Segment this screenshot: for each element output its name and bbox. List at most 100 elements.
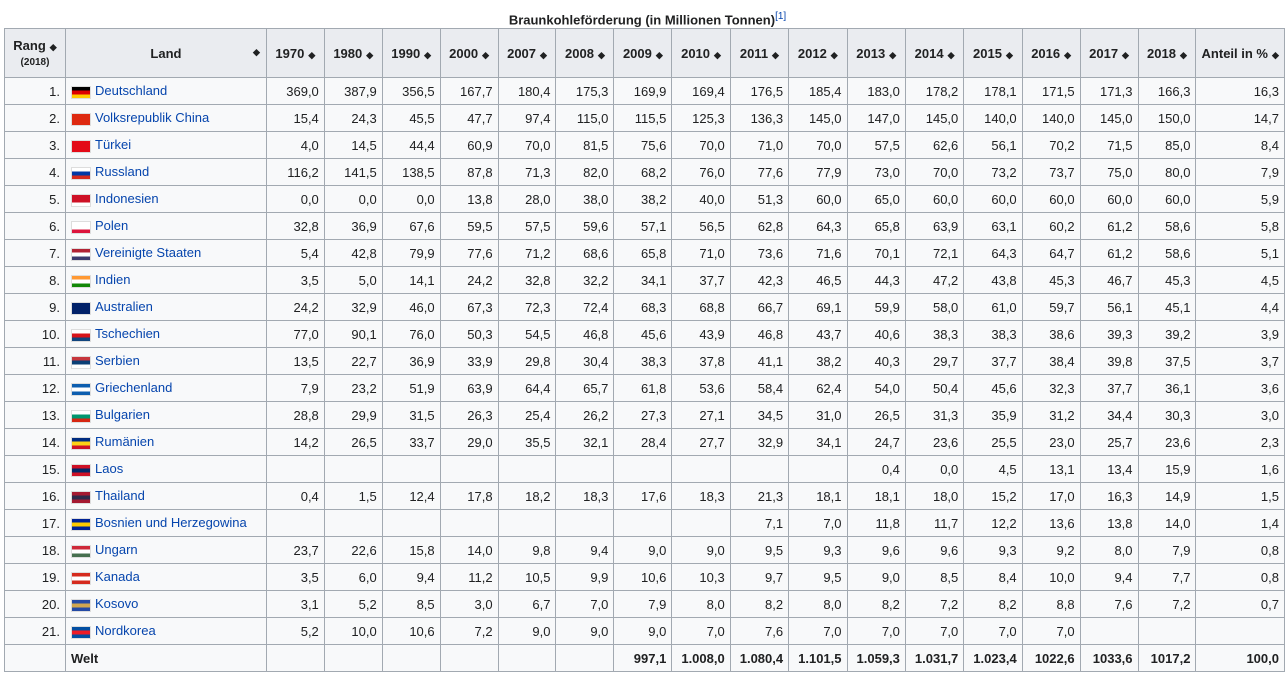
value-cell: 56,1 xyxy=(1079,293,1139,321)
sort-icon[interactable]: ◆ xyxy=(482,49,490,60)
value-cell: 10,0 xyxy=(323,617,383,645)
sort-icon[interactable]: ◆ xyxy=(49,42,57,52)
value-cell: 42,8 xyxy=(323,239,383,267)
country-link[interactable]: Türkei xyxy=(95,137,132,153)
sort-icon[interactable]: ◆ xyxy=(424,49,432,60)
country-link[interactable]: Indien xyxy=(95,272,131,288)
rank-cell: 2. xyxy=(4,104,66,132)
country-link[interactable]: Indonesien xyxy=(95,191,159,207)
sort-icon[interactable]: ◆ xyxy=(714,49,721,60)
header-year-1990[interactable]: 1990 ◆ xyxy=(381,28,441,78)
header-year-2017[interactable]: 2017 ◆ xyxy=(1079,28,1139,78)
value-cell: 60,0 xyxy=(1079,185,1139,213)
country-link[interactable]: Thailand xyxy=(95,488,145,504)
sort-icon[interactable]: ◆ xyxy=(366,49,374,60)
country-cell: Indien xyxy=(65,266,267,294)
value-cell: 57,1 xyxy=(613,212,673,240)
sort-icon[interactable]: ◆ xyxy=(772,49,779,60)
value-cell: 27,7 xyxy=(671,428,731,456)
header-year-1980[interactable]: 1980 ◆ xyxy=(323,28,383,78)
reference-link[interactable]: [1] xyxy=(775,11,787,22)
value-cell: 5,2 xyxy=(323,590,383,618)
value-cell: 9,0 xyxy=(846,563,906,591)
sort-icon[interactable]: ◆ xyxy=(1122,49,1129,60)
value-cell: 17,6 xyxy=(613,482,673,510)
value-cell: 40,6 xyxy=(846,320,906,348)
country-link[interactable]: Bulgarien xyxy=(95,407,150,423)
country-link[interactable]: Polen xyxy=(95,218,129,234)
country-link[interactable]: Volksrepublik China xyxy=(95,110,210,126)
country-link[interactable]: Griechenland xyxy=(95,380,173,396)
sort-icon[interactable]: ◆ xyxy=(947,49,955,60)
total-label: Welt xyxy=(65,644,267,672)
country-link[interactable]: Kanada xyxy=(95,569,140,585)
sort-icon[interactable]: ◆ xyxy=(889,49,897,60)
value-cell: 9,8 xyxy=(497,536,557,564)
value-cell: 63,1 xyxy=(963,212,1023,240)
value-cell: 145,0 xyxy=(788,104,848,132)
value-cell xyxy=(788,455,848,483)
lignite-table: Rang ◆ (2018) Land ◆ 1970 ◆ 1980 ◆ 1990 ◆ 2000 ◆ 20… xyxy=(4,28,1285,672)
country-link[interactable]: Ungarn xyxy=(95,542,138,558)
header-year-2000[interactable]: 2000 ◆ xyxy=(439,28,499,78)
value-cell: 36,9 xyxy=(381,347,441,375)
value-cell: 9,0 xyxy=(497,617,557,645)
total-value-cell: 1.080,4 xyxy=(729,644,790,672)
country-link[interactable]: Bosnien und Herzegowina xyxy=(95,515,247,531)
country-link[interactable]: Nordkorea xyxy=(95,623,156,639)
sort-icon[interactable]: ◆ xyxy=(1064,49,1072,60)
header-year-2016[interactable]: 2016 ◆ xyxy=(1021,28,1081,78)
country-cell: Kosovo xyxy=(65,590,267,618)
value-cell: 23,0 xyxy=(1021,428,1081,456)
country-link[interactable]: Rumänien xyxy=(95,434,155,450)
value-cell xyxy=(671,509,731,537)
country-link[interactable]: Russland xyxy=(95,164,150,180)
country-link[interactable]: Tschechien xyxy=(95,326,161,342)
country-link[interactable]: Kosovo xyxy=(95,596,139,612)
header-share[interactable]: Anteil in % ◆ xyxy=(1195,28,1285,78)
header-year-2018[interactable]: 2018 ◆ xyxy=(1137,28,1197,78)
value-cell: 18,3 xyxy=(555,482,615,510)
header-year-1970[interactable]: 1970 ◆ xyxy=(265,28,325,78)
sort-icon[interactable]: ◆ xyxy=(1271,49,1279,60)
country-link[interactable]: Australien xyxy=(95,299,153,315)
header-year-2009[interactable]: 2009 ◆ xyxy=(613,28,673,78)
value-cell: 3,7 xyxy=(1195,347,1285,375)
header-year-2008[interactable]: 2008 ◆ xyxy=(555,28,615,78)
total-value-cell: 1017,2 xyxy=(1137,644,1197,672)
header-year-2007[interactable]: 2007 ◆ xyxy=(497,28,557,78)
header-year-2012[interactable]: 2012 ◆ xyxy=(788,28,848,78)
value-cell: 39,3 xyxy=(1079,320,1139,348)
header-year-2010[interactable]: 2010 ◆ xyxy=(671,28,731,78)
sort-icon[interactable]: ◆ xyxy=(1005,49,1013,60)
sort-icon[interactable]: ◆ xyxy=(308,49,316,60)
header-land[interactable]: Land ◆ xyxy=(65,28,267,78)
header-year-2013[interactable]: 2013 ◆ xyxy=(846,28,906,78)
header-year-2014[interactable]: 2014 ◆ xyxy=(904,28,965,78)
value-cell: 14,7 xyxy=(1195,104,1285,132)
header-year-2011[interactable]: 2011 ◆ xyxy=(729,28,790,78)
sort-icon[interactable]: ◆ xyxy=(830,49,838,60)
value-cell: 26,2 xyxy=(555,401,615,429)
header-year-2015[interactable]: 2015 ◆ xyxy=(963,28,1023,78)
value-cell: 9,0 xyxy=(671,536,731,564)
sort-icon[interactable]: ◆ xyxy=(655,49,663,60)
rank-cell: 18. xyxy=(4,536,66,564)
value-cell: 0,7 xyxy=(1195,590,1285,618)
header-rank[interactable]: Rang ◆ (2018) xyxy=(4,28,66,78)
sort-icon[interactable]: ◆ xyxy=(597,49,605,60)
sort-icon[interactable]: ◆ xyxy=(1179,49,1187,60)
value-cell: 59,7 xyxy=(1021,293,1081,321)
value-cell: 72,4 xyxy=(555,293,615,321)
country-link[interactable]: Serbien xyxy=(95,353,140,369)
sort-icon[interactable]: ◆ xyxy=(252,47,260,57)
value-cell: 43,9 xyxy=(671,320,731,348)
total-value-cell: 1.059,3 xyxy=(846,644,906,672)
value-cell: 60,0 xyxy=(904,185,965,213)
value-cell: 176,5 xyxy=(729,77,790,105)
country-link[interactable]: Laos xyxy=(95,461,124,477)
value-cell xyxy=(1079,617,1139,645)
sort-icon[interactable]: ◆ xyxy=(540,49,547,60)
country-link[interactable]: Deutschland xyxy=(95,83,168,99)
country-link[interactable]: Vereinigte Staaten xyxy=(95,245,202,261)
